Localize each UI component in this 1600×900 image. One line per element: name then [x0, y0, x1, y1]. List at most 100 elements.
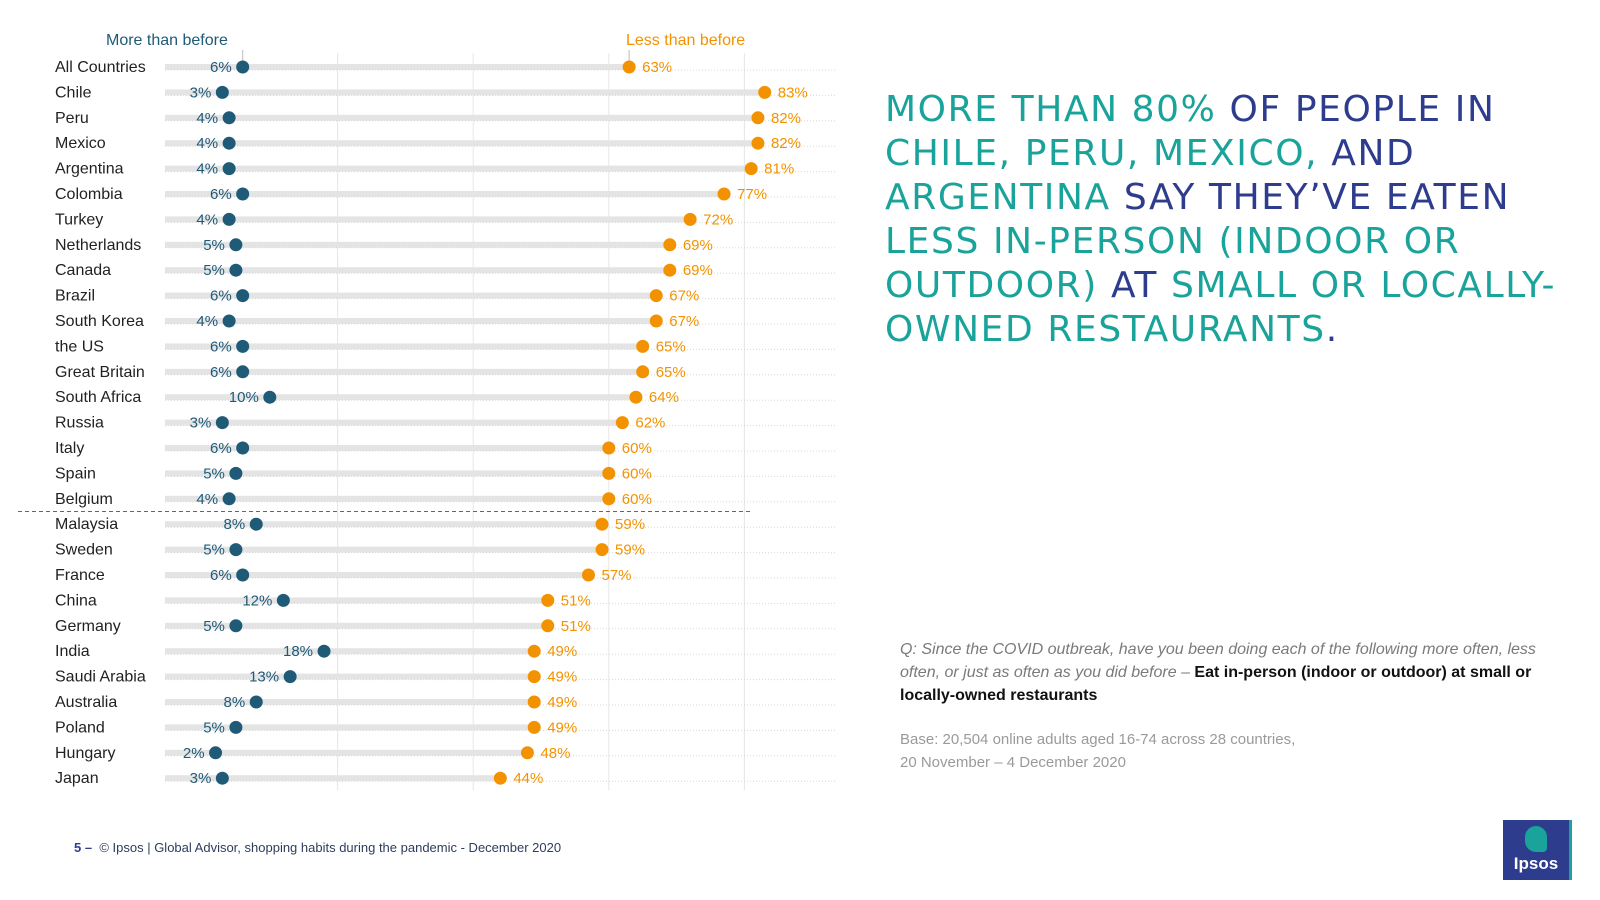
headline-part: Argentina — [885, 177, 1111, 218]
point-less — [602, 466, 616, 480]
data-label-more: 5% — [203, 542, 225, 559]
data-label-more: 4% — [196, 313, 218, 330]
category-label: Hungary — [55, 745, 115, 762]
point-less — [629, 390, 643, 404]
category-label: Turkey — [55, 211, 103, 228]
headline-part: More than 80% — [885, 89, 1217, 130]
category-label: Australia — [55, 694, 117, 711]
data-label-more: 5% — [203, 465, 225, 482]
data-label-less: 72% — [703, 211, 733, 228]
point-more — [236, 187, 250, 201]
data-label-more: 13% — [249, 669, 279, 686]
track-bar — [165, 495, 609, 502]
question-text: Q: Since the COVID outbreak, have you be… — [900, 641, 1536, 681]
data-label-less: 77% — [737, 186, 767, 203]
data-label-more: 12% — [242, 592, 272, 609]
data-label-less: 62% — [635, 415, 665, 432]
point-less — [758, 85, 772, 99]
category-label: Malaysia — [55, 516, 118, 533]
point-more — [215, 85, 229, 99]
base-line: Base: 20,504 online adults aged 16-74 ac… — [900, 731, 1296, 748]
point-less — [683, 212, 697, 226]
data-label-less: 69% — [683, 237, 713, 254]
point-more — [236, 441, 250, 455]
track-bar — [165, 445, 609, 451]
legend-more-than-before: More than before — [106, 32, 228, 49]
data-label-more: 3% — [190, 770, 212, 787]
point-less — [602, 441, 616, 455]
data-label-more: 4% — [196, 110, 218, 127]
point-more — [215, 771, 229, 785]
data-label-more: 18% — [283, 643, 313, 660]
point-less — [520, 746, 534, 760]
headline-part: and — [1318, 133, 1416, 174]
point-more — [283, 670, 297, 684]
point-less — [595, 517, 609, 531]
data-label-more: 6% — [210, 59, 232, 76]
legend-less-than-before: Less than before — [626, 32, 745, 49]
point-more — [249, 695, 263, 709]
category-label: Poland — [55, 719, 105, 736]
point-more — [229, 543, 243, 557]
ipsos-logo: Ipsos — [1503, 820, 1572, 880]
data-label-less: 49% — [547, 694, 577, 711]
footer-source: © Ipsos | Global Advisor, shopping habit… — [99, 840, 562, 855]
category-label: Colombia — [55, 186, 123, 203]
data-label-less: 81% — [764, 161, 794, 178]
track-bar — [165, 64, 630, 70]
data-label-more: 6% — [210, 338, 232, 355]
data-label-less: 82% — [771, 135, 801, 152]
point-more — [229, 238, 243, 252]
point-more — [229, 720, 243, 734]
track-bar — [165, 597, 548, 604]
data-label-more: 6% — [210, 288, 232, 305]
point-less — [527, 695, 541, 709]
track-bar — [165, 699, 535, 705]
point-more — [229, 263, 243, 277]
data-label-more: 2% — [183, 745, 205, 762]
point-more — [222, 314, 236, 328]
base-note: Base: 20,504 online adults aged 16-74 ac… — [900, 728, 1560, 774]
data-label-more: 3% — [190, 415, 212, 432]
data-label-more: 8% — [224, 516, 246, 533]
data-label-more: 10% — [229, 389, 259, 406]
point-less — [527, 644, 541, 658]
point-less — [717, 187, 731, 201]
track-bar — [165, 546, 603, 553]
point-more — [229, 619, 243, 633]
data-label-more: 8% — [224, 694, 246, 711]
track-bar — [165, 419, 623, 426]
data-label-less: 65% — [656, 338, 686, 355]
category-label: All Countries — [55, 59, 146, 76]
footer-dash: – — [84, 840, 93, 855]
track-bar — [165, 191, 725, 197]
point-less — [581, 568, 595, 582]
headline-part: say they’ve eaten — [1110, 177, 1511, 218]
headline-part: . — [1325, 309, 1339, 350]
point-more — [236, 365, 250, 379]
category-label: Peru — [55, 110, 89, 127]
data-label-less: 65% — [656, 364, 686, 381]
data-label-less: 44% — [513, 770, 543, 787]
track-bar — [165, 749, 528, 756]
category-label: Italy — [55, 440, 84, 457]
point-more — [236, 60, 250, 74]
category-label: Mexico — [55, 135, 106, 152]
point-less — [751, 111, 765, 125]
category-label: Sweden — [55, 542, 113, 559]
data-label-more: 5% — [203, 618, 225, 635]
category-label: China — [55, 592, 97, 609]
category-label: Belgium — [55, 491, 113, 508]
track-bar — [165, 394, 636, 401]
point-less — [541, 593, 555, 607]
track-bar — [165, 267, 670, 274]
point-more — [236, 339, 250, 353]
data-label-more: 6% — [210, 440, 232, 457]
data-label-more: 6% — [210, 364, 232, 381]
data-label-less: 60% — [622, 465, 652, 482]
point-more — [222, 162, 236, 176]
dot-chart: More than before Less than before All Coun… — [18, 32, 835, 791]
point-less — [527, 670, 541, 684]
data-label-less: 59% — [615, 516, 645, 533]
data-label-less: 64% — [649, 389, 679, 406]
